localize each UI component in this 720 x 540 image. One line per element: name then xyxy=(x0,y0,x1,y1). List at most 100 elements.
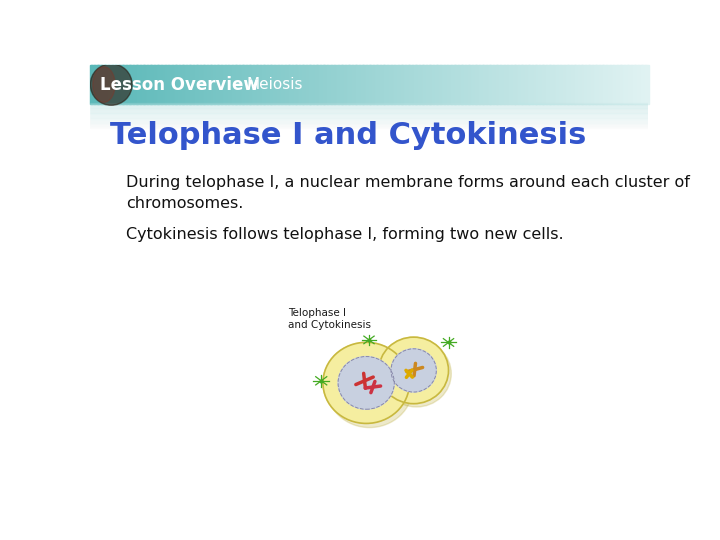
Bar xyxy=(595,65,597,104)
Bar xyxy=(248,65,250,104)
Bar xyxy=(524,65,526,104)
Bar xyxy=(373,65,375,104)
Bar xyxy=(114,65,116,104)
Bar xyxy=(266,65,268,104)
Bar xyxy=(536,65,539,104)
Bar xyxy=(376,65,378,104)
Bar xyxy=(415,65,417,104)
Bar xyxy=(459,65,460,104)
Bar xyxy=(194,65,197,104)
Bar xyxy=(312,65,314,104)
Bar xyxy=(143,65,145,104)
Bar xyxy=(197,65,199,104)
Bar xyxy=(104,65,106,104)
Bar xyxy=(344,65,346,104)
Bar xyxy=(289,65,292,104)
Bar xyxy=(416,65,418,104)
Bar xyxy=(222,65,225,104)
Bar xyxy=(593,65,595,104)
Bar xyxy=(100,65,102,104)
Bar xyxy=(615,65,616,104)
Bar xyxy=(547,65,549,104)
Bar xyxy=(105,65,107,104)
Bar xyxy=(508,65,510,104)
Bar xyxy=(503,65,505,104)
Bar xyxy=(172,65,174,104)
Bar xyxy=(495,65,497,104)
Bar xyxy=(511,65,513,104)
Bar xyxy=(258,65,261,104)
Bar xyxy=(516,65,518,104)
Bar xyxy=(380,65,382,104)
Bar xyxy=(294,65,296,104)
Bar xyxy=(598,65,600,104)
Bar xyxy=(181,65,183,104)
Bar xyxy=(372,65,374,104)
Bar xyxy=(369,65,371,104)
Bar xyxy=(401,65,403,104)
Bar xyxy=(469,65,472,104)
Bar xyxy=(142,65,143,104)
Bar xyxy=(258,65,259,104)
Bar xyxy=(572,65,575,104)
Bar xyxy=(90,106,648,107)
Bar xyxy=(545,65,546,104)
Bar xyxy=(626,65,628,104)
Bar xyxy=(90,107,648,109)
Bar xyxy=(178,65,180,104)
Bar xyxy=(354,65,356,104)
Bar xyxy=(148,65,150,104)
Bar xyxy=(521,65,523,104)
Bar xyxy=(535,65,537,104)
Bar xyxy=(641,65,643,104)
Bar xyxy=(285,65,287,104)
Bar xyxy=(590,65,591,104)
Bar xyxy=(398,65,400,104)
Bar xyxy=(297,65,298,104)
Bar xyxy=(500,65,502,104)
Bar xyxy=(234,65,235,104)
Bar xyxy=(431,65,432,104)
Bar xyxy=(316,65,318,104)
Bar xyxy=(496,65,498,104)
Bar xyxy=(423,65,426,104)
Bar xyxy=(231,65,233,104)
Bar xyxy=(270,65,272,104)
Bar xyxy=(410,65,411,104)
Bar xyxy=(298,65,300,104)
Text: During telophase I, a nuclear membrane forms around each cluster of
chromosomes.: During telophase I, a nuclear membrane f… xyxy=(126,175,690,211)
Bar xyxy=(593,65,594,104)
Bar xyxy=(489,65,491,104)
Bar xyxy=(429,65,431,104)
Bar xyxy=(487,65,490,104)
Bar xyxy=(118,65,120,104)
Bar xyxy=(591,65,593,104)
Bar xyxy=(389,65,390,104)
Bar xyxy=(517,65,519,104)
Bar xyxy=(364,65,365,104)
Bar xyxy=(129,65,131,104)
Bar xyxy=(467,65,469,104)
Bar xyxy=(161,65,163,104)
Bar xyxy=(587,65,588,104)
Bar xyxy=(578,65,580,104)
Bar xyxy=(145,65,146,104)
Bar xyxy=(549,65,551,104)
Bar xyxy=(362,65,364,104)
Bar xyxy=(90,118,648,119)
Bar xyxy=(225,65,228,104)
Bar xyxy=(251,65,253,104)
Bar xyxy=(324,65,326,104)
Ellipse shape xyxy=(391,349,436,392)
Bar xyxy=(99,65,100,104)
Bar xyxy=(230,65,231,104)
Bar xyxy=(359,65,361,104)
Bar xyxy=(300,65,301,104)
Bar xyxy=(553,65,555,104)
Bar xyxy=(90,112,648,113)
Bar xyxy=(277,65,279,104)
Bar xyxy=(319,65,320,104)
Bar xyxy=(486,65,488,104)
Bar xyxy=(190,65,192,104)
Bar xyxy=(443,65,445,104)
